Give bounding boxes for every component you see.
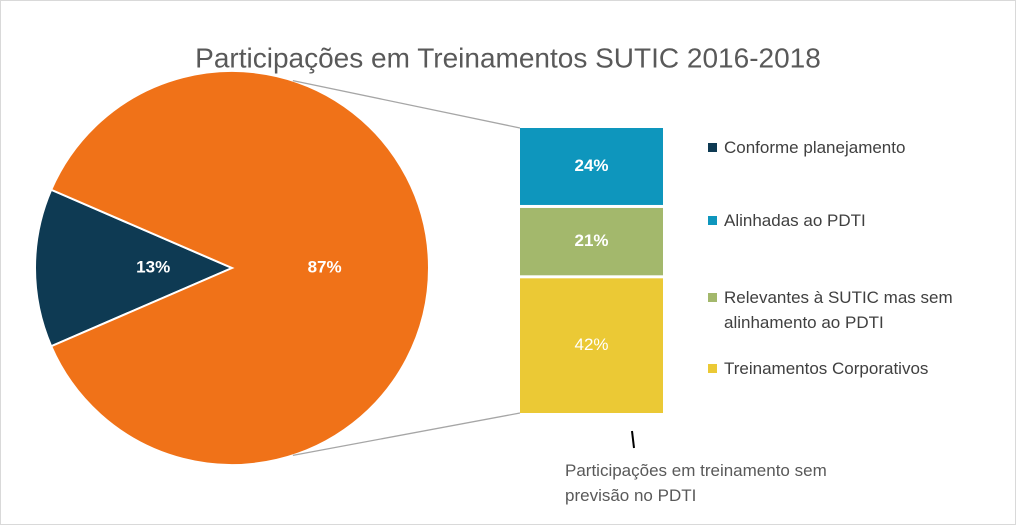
segment-label: 21% — [574, 231, 608, 250]
legend-swatch — [708, 293, 717, 302]
slice-label: 87% — [308, 257, 342, 276]
segment-label: 42% — [574, 335, 608, 354]
segment-label: 24% — [574, 156, 608, 175]
legend-label: Relevantes à SUTIC mas sem alinhamento a… — [724, 288, 953, 332]
bar-segment — [520, 128, 663, 205]
legend-swatch — [708, 143, 717, 152]
connector — [292, 80, 521, 129]
bar-segment — [520, 278, 663, 413]
annotation: Participações em treinamento sem previsã… — [565, 461, 827, 505]
pie-slice — [34, 188, 235, 348]
pie-slice — [49, 70, 430, 466]
legend-label: Conforme planejamento — [724, 138, 906, 157]
legend-swatch — [708, 216, 717, 225]
bar-segment — [520, 207, 663, 276]
legend-label: Alinhadas ao PDTI — [724, 211, 866, 230]
annotation-tick — [631, 430, 635, 449]
legend-swatch — [708, 364, 717, 373]
chart-title: Participações em Treinamentos SUTIC 2016… — [195, 42, 821, 73]
slice-label: 13% — [136, 257, 170, 276]
legend-label: Treinamentos Corporativos — [724, 359, 929, 378]
connector — [292, 412, 521, 456]
